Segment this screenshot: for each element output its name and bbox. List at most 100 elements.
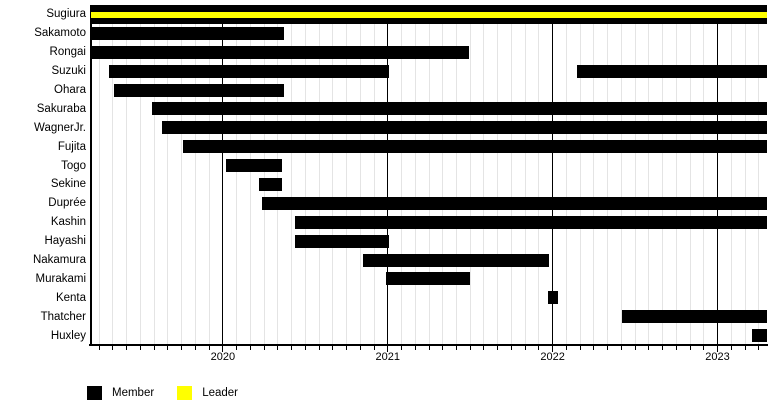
x-tick-minor bbox=[181, 346, 183, 350]
timeline-bar-member bbox=[91, 45, 469, 59]
grid-line-minor bbox=[662, 5, 664, 345]
x-tick-label: 2021 bbox=[375, 351, 400, 363]
grid-line-minor bbox=[277, 5, 279, 345]
row-label: Duprée bbox=[48, 197, 86, 210]
x-tick-minor bbox=[428, 346, 430, 350]
timeline-bar-member bbox=[183, 140, 767, 154]
row-label: Suzuki bbox=[51, 65, 86, 78]
timeline-bar-member bbox=[109, 64, 390, 78]
x-tick-minor bbox=[112, 346, 114, 350]
grid-line-minor bbox=[373, 5, 375, 345]
x-tick-label: 2023 bbox=[705, 351, 730, 363]
x-tick-minor bbox=[524, 346, 526, 350]
x-tick-minor bbox=[579, 346, 581, 350]
x-tick-minor bbox=[153, 346, 155, 350]
x-tick-major bbox=[717, 346, 719, 352]
x-tick-minor bbox=[510, 346, 512, 350]
grid-line-minor bbox=[620, 5, 622, 345]
row-label: Sugiura bbox=[46, 8, 86, 21]
row-label: Togo bbox=[61, 159, 86, 172]
grid-line-minor bbox=[126, 5, 128, 345]
timeline-bar-member bbox=[363, 253, 550, 267]
x-tick-minor bbox=[538, 346, 540, 350]
grid-line-minor bbox=[428, 5, 430, 345]
x-tick-minor bbox=[620, 346, 622, 350]
row-label: Thatcher bbox=[40, 310, 86, 323]
grid-line-minor bbox=[565, 5, 567, 345]
grid-line-minor bbox=[483, 5, 485, 345]
x-tick-minor bbox=[455, 346, 457, 350]
grid-line-minor bbox=[346, 5, 348, 345]
x-tick-minor bbox=[194, 346, 196, 350]
x-tick-minor bbox=[318, 346, 320, 350]
grid-line-minor bbox=[139, 5, 141, 345]
row-label: Sekine bbox=[50, 178, 86, 191]
grid-line-minor bbox=[332, 5, 334, 345]
timeline-bar-member bbox=[114, 83, 284, 97]
grid-line-minor bbox=[401, 5, 403, 345]
grid-line-minor bbox=[510, 5, 512, 345]
timeline-bar-member bbox=[577, 64, 767, 78]
grid-line-minor bbox=[153, 5, 155, 345]
grid-line-major bbox=[222, 5, 224, 345]
x-tick-minor bbox=[442, 346, 444, 350]
x-tick-minor bbox=[634, 346, 636, 350]
x-tick-minor bbox=[167, 346, 169, 350]
row-label: Kenta bbox=[55, 291, 86, 304]
grid-line-minor bbox=[194, 5, 196, 345]
x-tick-minor bbox=[373, 346, 375, 350]
grid-line-major bbox=[552, 5, 554, 345]
grid-line-minor bbox=[98, 5, 100, 345]
row-label: Fujita bbox=[57, 140, 86, 153]
row-label: Sakuraba bbox=[36, 102, 86, 115]
x-tick-minor bbox=[139, 346, 141, 350]
row-label: Nakamura bbox=[32, 254, 86, 266]
timeline-bar-member bbox=[91, 26, 284, 40]
x-tick-minor bbox=[414, 346, 416, 350]
grid-line-minor bbox=[359, 5, 361, 345]
timeline-bar-member bbox=[386, 272, 471, 286]
grid-line-minor bbox=[414, 5, 416, 345]
row-label: Sakamoto bbox=[34, 27, 86, 40]
x-tick-minor bbox=[304, 346, 306, 350]
grid-line-minor bbox=[249, 5, 251, 345]
grid-line-major bbox=[387, 5, 389, 345]
x-tick-minor bbox=[249, 346, 251, 350]
timeline-bar-member bbox=[295, 215, 767, 229]
grid-line-minor bbox=[703, 5, 705, 345]
x-tick-minor bbox=[483, 346, 485, 350]
row-label: Huxley bbox=[50, 329, 86, 342]
timeline-bar-member bbox=[295, 234, 390, 248]
timeline-bar-member bbox=[752, 329, 767, 343]
legend-swatch-member bbox=[87, 386, 102, 400]
x-tick-minor bbox=[758, 346, 760, 350]
grid-line-minor bbox=[455, 5, 457, 345]
row-label: Hayashi bbox=[44, 235, 86, 248]
row-label: Kashin bbox=[50, 216, 86, 229]
grid-line-minor bbox=[291, 5, 293, 345]
x-tick-major bbox=[552, 346, 554, 352]
grid-line-minor bbox=[730, 5, 732, 345]
grid-line-minor bbox=[442, 5, 444, 345]
x-tick-label: 2022 bbox=[540, 351, 565, 363]
x-tick-minor bbox=[126, 346, 128, 350]
x-tick-minor bbox=[744, 346, 746, 350]
grid-line-minor bbox=[318, 5, 320, 345]
grid-line-minor bbox=[263, 5, 265, 345]
grid-line-minor bbox=[236, 5, 238, 345]
timeline-bar-member bbox=[259, 177, 283, 191]
x-tick-minor bbox=[346, 346, 348, 350]
legend-label-member: Member bbox=[112, 387, 155, 399]
grid-line-minor bbox=[112, 5, 114, 345]
x-tick-major bbox=[222, 346, 224, 352]
timeline-bar-member bbox=[621, 310, 767, 324]
x-tick-minor bbox=[675, 346, 677, 350]
x-tick-label: 2020 bbox=[210, 351, 236, 363]
x-tick-minor bbox=[648, 346, 650, 350]
x-tick-minor bbox=[401, 346, 403, 350]
x-axis-line bbox=[89, 344, 768, 346]
grid-line-minor bbox=[607, 5, 609, 345]
x-tick-major bbox=[387, 346, 389, 352]
grid-line-minor bbox=[167, 5, 169, 345]
